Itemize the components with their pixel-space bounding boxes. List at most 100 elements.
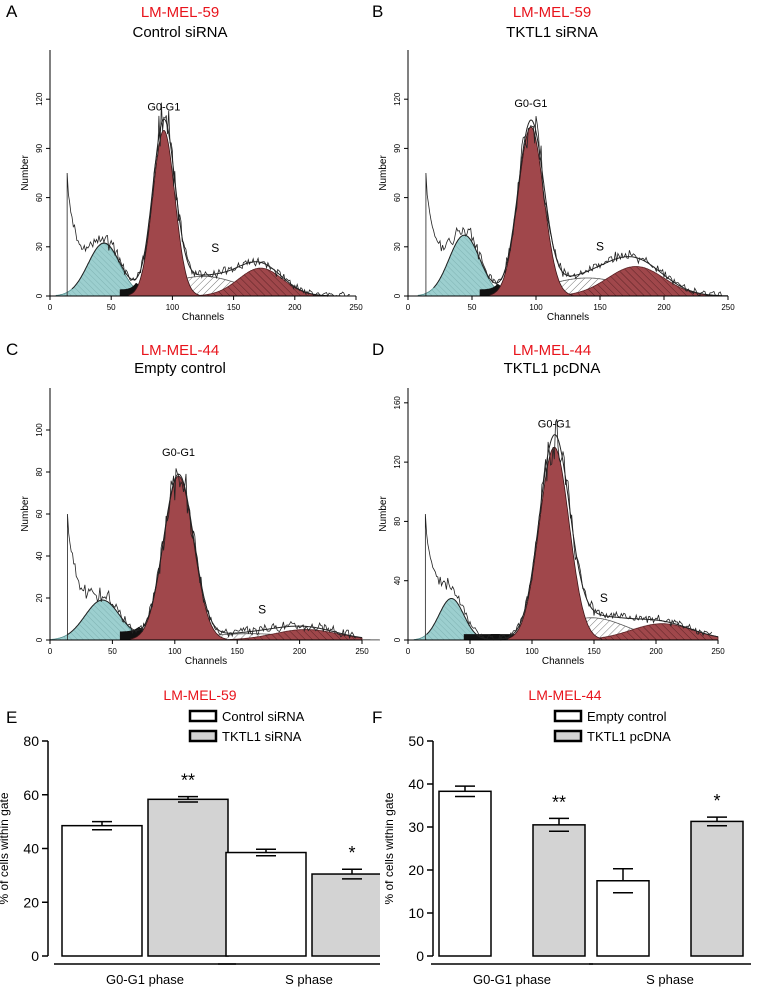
x-tick-label: 0 <box>406 647 411 656</box>
x-tick-label: 150 <box>227 303 241 312</box>
y-tick-label: 80 <box>35 467 44 476</box>
legend-label: Empty control <box>587 709 667 724</box>
panel-letter-e: E <box>6 708 18 727</box>
y-tick-label: 20 <box>35 593 44 602</box>
y-tick-label: 10 <box>408 905 424 921</box>
y-axis-title: Number <box>378 155 389 191</box>
y-tick-label: 40 <box>393 576 402 585</box>
y-tick-label: 80 <box>393 516 402 525</box>
category-label: S phase <box>285 972 333 987</box>
x-tick-label: 200 <box>657 303 671 312</box>
y-axis-title: Number <box>20 496 31 532</box>
x-tick-label: 250 <box>721 303 735 312</box>
s-phase-label: S <box>211 241 219 255</box>
x-tick-label: 200 <box>293 647 307 656</box>
panel-letter-f: F <box>372 708 383 727</box>
y-tick-label: 120 <box>393 455 402 469</box>
raw-histogram-line <box>66 102 351 298</box>
category-label: S phase <box>646 972 694 987</box>
g0g1-peak-area <box>130 475 228 641</box>
y-tick-label: 120 <box>393 92 402 106</box>
x-axis-title: Channels <box>185 656 227 667</box>
g0g1-peak-area <box>489 126 573 297</box>
y-tick-label: 40 <box>23 841 39 857</box>
y-tick-label: 0 <box>393 293 402 298</box>
histogram-b: 0 50 100 150 200 250 0 30 60 90 120 Channels Number G… <box>378 50 735 323</box>
x-tick-label: 50 <box>468 303 477 312</box>
s-phase-label: S <box>596 239 604 253</box>
x-tick-label: 100 <box>168 647 182 656</box>
plot-area <box>55 102 356 298</box>
panel-letter-c: C <box>6 340 19 359</box>
legend-swatch <box>553 729 583 743</box>
panel-c-cell-line: LM-MEL-44 <box>140 342 220 359</box>
y-tick-label: 40 <box>35 551 44 560</box>
x-axis-title: Channels <box>182 312 224 323</box>
bar-chart-e: LM-MEL-59 Control siRNA TKTL1 siRNA 0 20 40 60… <box>0 687 380 987</box>
x-axis-title: Channels <box>542 656 584 667</box>
x-tick-label: 200 <box>649 647 663 656</box>
significance-marker: ** <box>552 792 566 812</box>
legend-swatch <box>553 709 583 723</box>
x-tick-label: 0 <box>406 303 411 312</box>
panel-a-cell-line: LM-MEL-59 <box>140 4 220 21</box>
y-tick-label: 60 <box>393 193 402 202</box>
chart-title: LM-MEL-59 <box>163 687 236 703</box>
y-tick-label: 20 <box>23 894 39 910</box>
panel-d-condition: TKTL1 pcDNA <box>503 360 601 377</box>
category-label: G0-G1 phase <box>106 972 184 987</box>
y-axis-title: % of cells within gate <box>0 792 11 904</box>
histogram-a: 0 50 100 150 200 250 0 30 60 90 120 Channels Number G… <box>20 50 363 323</box>
x-tick-label: 150 <box>231 647 245 656</box>
y-tick-label: 90 <box>393 143 402 152</box>
y-tick-label: 60 <box>35 193 44 202</box>
legend-swatch <box>188 709 218 723</box>
x-tick-label: 0 <box>48 647 53 656</box>
y-tick-label: 80 <box>23 733 39 749</box>
y-tick-label: 30 <box>408 819 424 835</box>
y-tick-label: 60 <box>35 509 44 518</box>
g0g1-peak-label: G0-G1 <box>147 101 180 113</box>
y-tick-label: 0 <box>35 637 44 642</box>
g0g1-peak-area <box>128 129 200 297</box>
significance-marker: * <box>348 843 355 863</box>
plot-area <box>49 468 380 641</box>
x-tick-label: 250 <box>349 303 363 312</box>
x-tick-label: 250 <box>355 647 369 656</box>
bar <box>311 873 380 957</box>
x-tick-label: 0 <box>48 303 53 312</box>
panel-d-cell-line: LM-MEL-44 <box>512 342 592 359</box>
x-axis-title: Channels <box>547 312 589 323</box>
panel-c-condition: Empty control <box>134 360 226 377</box>
y-tick-label: 0 <box>393 637 402 642</box>
y-tick-label: 40 <box>408 776 424 792</box>
histogram-c: 0 50 100 150 200 250020406080100ChannelsNumbe… <box>20 388 380 667</box>
panel-letter-b: B <box>372 2 384 21</box>
x-tick-label: 50 <box>107 303 116 312</box>
legend-swatch <box>188 729 218 743</box>
panel-letter-d: D <box>372 340 385 359</box>
y-tick-label: 160 <box>393 396 402 410</box>
y-tick-label: 60 <box>23 787 39 803</box>
raw-histogram-line <box>424 419 713 641</box>
y-tick-label: 30 <box>35 242 44 251</box>
legend-label: TKTL1 pcDNA <box>587 729 671 744</box>
bar <box>225 851 307 957</box>
significance-marker: * <box>713 791 720 811</box>
plot-area <box>417 116 728 297</box>
y-tick-label: 30 <box>393 242 402 251</box>
bar <box>61 824 143 957</box>
y-tick-label: 90 <box>35 143 44 152</box>
panel-letter-a: A <box>6 2 18 21</box>
legend-label: TKTL1 siRNA <box>222 729 302 744</box>
bar <box>147 798 229 957</box>
bar <box>596 880 650 957</box>
y-axis-title: % of cells within gate <box>385 792 396 904</box>
y-tick-label: 20 <box>408 862 424 878</box>
g0g1-peak-label: G0-G1 <box>514 98 547 110</box>
category-label: G0-G1 phase <box>473 972 551 987</box>
histogram-d: 0 50 100 150 200 250 0 40 80 120 160 Channels Number… <box>378 388 725 667</box>
bar <box>690 820 744 957</box>
panel-a-condition: Control siRNA <box>132 24 228 41</box>
y-tick-label: 0 <box>416 948 424 964</box>
